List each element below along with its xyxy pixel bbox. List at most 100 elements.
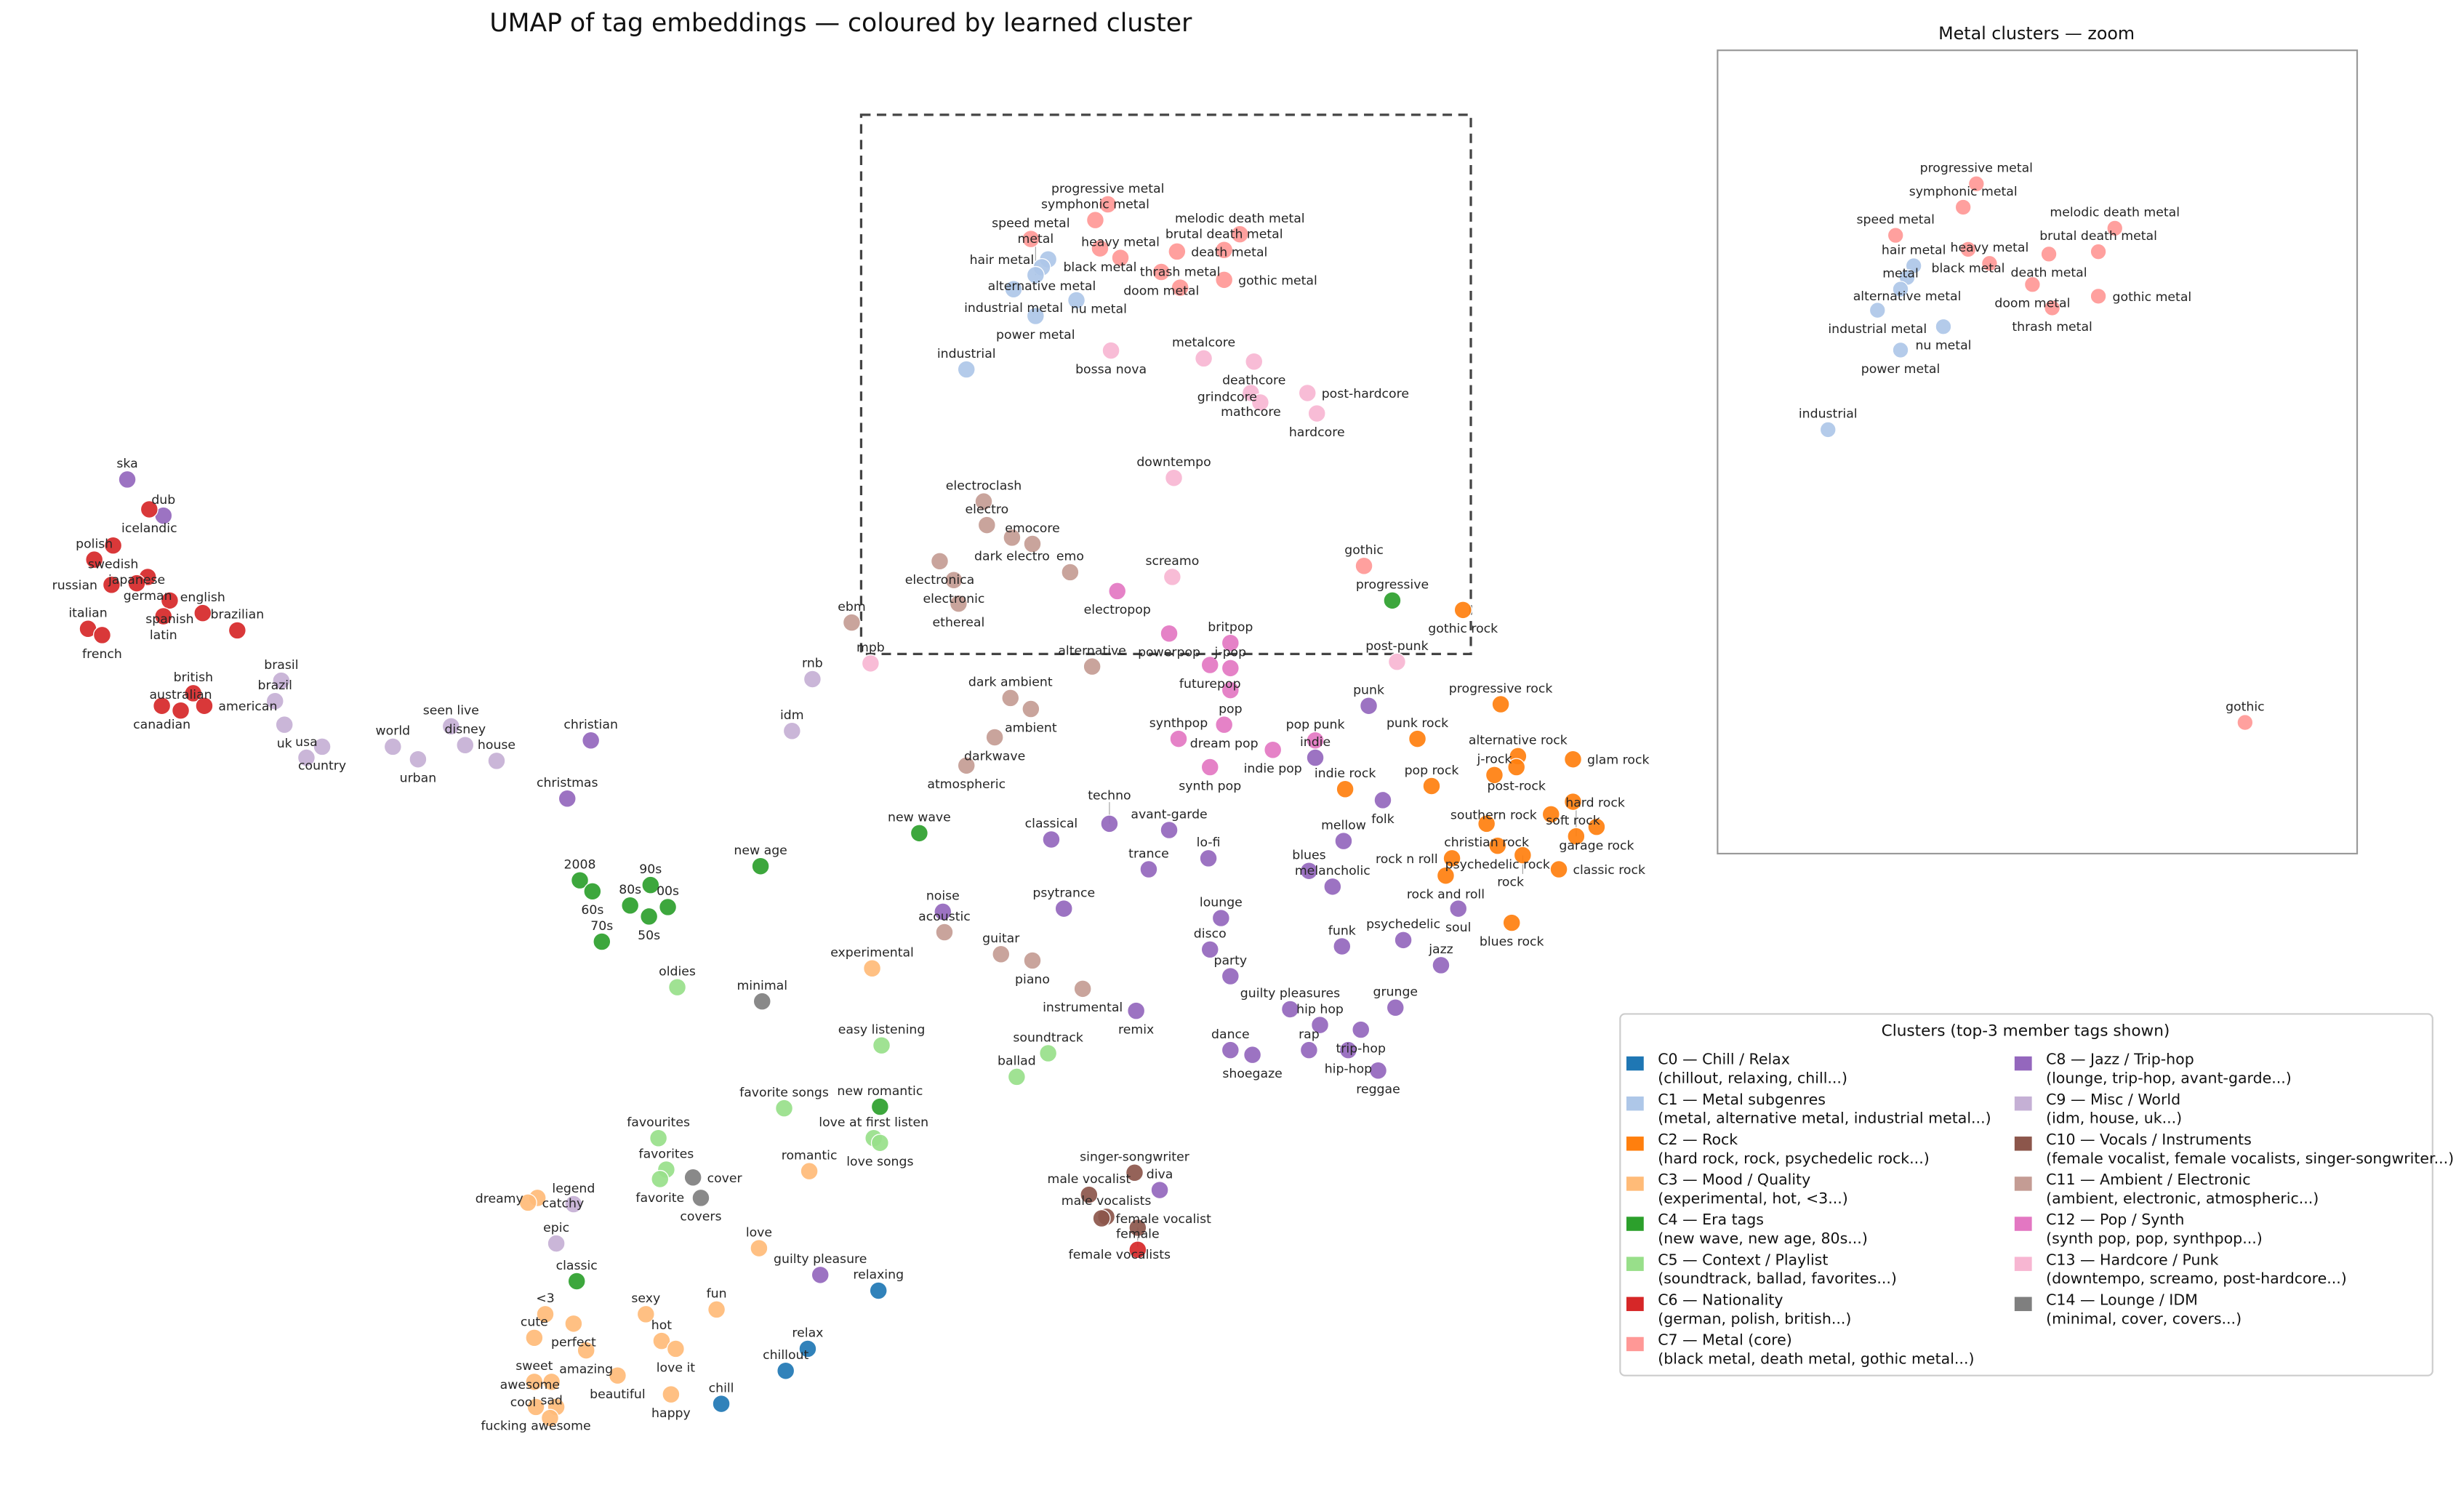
point-label: 2008 xyxy=(564,857,596,872)
point-label: dreamy xyxy=(475,1192,523,1206)
point-label: usa xyxy=(295,735,318,750)
point-label: love at first listen xyxy=(819,1115,928,1130)
legend: C0 — Chill / Relax (chillout, relaxing, c… xyxy=(1626,1051,2454,1367)
point-label: soundtrack xyxy=(1013,1030,1083,1045)
point-blues-rock xyxy=(1502,913,1521,932)
legend-item-c7: C7 — Metal (core)(black metal, death met… xyxy=(1626,1331,1974,1367)
point-male-vocalist xyxy=(1080,1185,1099,1204)
point-label: punk xyxy=(1353,683,1384,697)
point-label: chill xyxy=(709,1381,734,1395)
point-label: new wave xyxy=(888,811,951,825)
point-label: bossa nova xyxy=(1075,362,1147,377)
point-progressive-rock xyxy=(1491,695,1510,714)
point-electropop xyxy=(1108,582,1127,601)
point-label: sad xyxy=(540,1394,563,1408)
point-label: english xyxy=(180,590,225,605)
point-label: rock xyxy=(1497,875,1524,890)
point-trance xyxy=(1139,860,1158,879)
point-j-rock xyxy=(1485,766,1504,785)
points xyxy=(1819,175,2254,732)
point-label: spanish xyxy=(145,612,193,627)
point-electronic xyxy=(944,571,963,590)
legend-swatch xyxy=(1626,1056,1644,1071)
point-00s xyxy=(659,897,678,916)
point-label: disney xyxy=(444,723,486,737)
point-progressive xyxy=(1383,591,1402,610)
point-usa xyxy=(297,748,316,767)
point-label: glam rock xyxy=(1587,753,1649,768)
point-label: guilty pleasures xyxy=(1240,987,1340,1001)
point-label: metalcore xyxy=(1172,336,1235,350)
point-label: trance xyxy=(1128,846,1169,861)
point-house xyxy=(487,751,506,770)
point-death-metal xyxy=(1168,242,1187,261)
point-atmospheric xyxy=(957,756,976,775)
point-label: alternative rock xyxy=(1469,734,1568,748)
point-label: brutal death metal xyxy=(1165,228,1283,242)
point-label: blues xyxy=(1292,848,1325,862)
point-label: italian xyxy=(68,606,107,621)
point-label: uk xyxy=(277,737,292,751)
point-relax xyxy=(798,1339,817,1358)
point-powerpop xyxy=(1160,624,1179,643)
point-label: male vocalists xyxy=(1062,1194,1152,1209)
point-label: progressive rock xyxy=(1449,681,1553,696)
point-doom-metal xyxy=(2023,276,2041,293)
legend-members: (soundtrack, ballad, favorites...) xyxy=(1658,1270,1897,1287)
legend-name: C11 — Ambient / Electronic xyxy=(2046,1171,2250,1188)
point-hard-rock xyxy=(1567,827,1586,846)
legend-name: C1 — Metal subgenres xyxy=(1658,1091,1826,1108)
point-brutal-death-metal xyxy=(1215,241,1234,260)
point-britpop xyxy=(1221,633,1240,652)
legend-name: C14 — Lounge / IDM xyxy=(2046,1291,2198,1308)
point-singer-songwriter xyxy=(1125,1163,1144,1182)
point-reggae xyxy=(1368,1061,1388,1080)
point-instrumental xyxy=(1073,979,1092,998)
point-label: gothic metal xyxy=(1238,273,1317,288)
point-gothic-metal xyxy=(2090,287,2107,305)
legend-name: C12 — Pop / Synth xyxy=(2046,1211,2184,1228)
point-label: christmas xyxy=(537,776,598,790)
legend-item-c13: C13 — Hardcore / Punk (downtempo, screamo… xyxy=(2014,1251,2347,1287)
point-idm xyxy=(782,721,801,740)
point-label: instrumental xyxy=(1043,1001,1123,1015)
point-russian xyxy=(102,575,121,594)
point-acoustic xyxy=(935,923,954,942)
point-label: happy xyxy=(651,1406,691,1421)
point-label: sweet xyxy=(515,1359,553,1374)
point-label: heavy metal xyxy=(1081,235,1160,249)
point-label: metal xyxy=(1882,266,1919,281)
point-label: black metal xyxy=(1063,260,1136,275)
point-easy-listening xyxy=(872,1036,891,1055)
point-label: country xyxy=(298,758,346,773)
point-chillout xyxy=(776,1361,795,1380)
point-seen-live xyxy=(441,717,460,736)
point-label: heavy metal xyxy=(1951,241,2029,255)
point-futurepop xyxy=(1200,655,1219,675)
point-label: melodic death metal xyxy=(1175,212,1305,226)
point-label: urban xyxy=(400,771,437,786)
point-progressive-metal xyxy=(1967,175,1985,193)
legend-item-c6: C6 — Nationality (german, polish, british… xyxy=(1626,1291,1851,1327)
point-southern-rock xyxy=(1541,805,1560,824)
point-love xyxy=(750,1239,769,1258)
point-thrash-metal xyxy=(2044,300,2061,316)
point-label: amazing xyxy=(559,1362,613,1376)
point-label: doom metal xyxy=(1994,297,2070,311)
point-guitar xyxy=(992,945,1011,963)
point-favorite-songs xyxy=(774,1099,794,1118)
point-cool xyxy=(540,1408,560,1427)
point-fun xyxy=(707,1300,726,1319)
point-label: deathcore xyxy=(1222,374,1285,388)
point-label: russian xyxy=(52,579,97,593)
point-label: post-punk xyxy=(1365,639,1428,654)
legend-members: (chillout, relaxing, chill...) xyxy=(1658,1070,1847,1087)
point-gothic xyxy=(1355,556,1373,575)
point-metalcore xyxy=(1195,349,1213,368)
chart-title: UMAP of tag embeddings — coloured by lea… xyxy=(489,9,1192,38)
point-label: synth pop xyxy=(1179,779,1241,793)
point-label: noise xyxy=(926,889,960,904)
point-noise xyxy=(934,902,952,921)
point-label: american xyxy=(218,700,277,714)
point-label: male vocalist xyxy=(1048,1172,1131,1187)
